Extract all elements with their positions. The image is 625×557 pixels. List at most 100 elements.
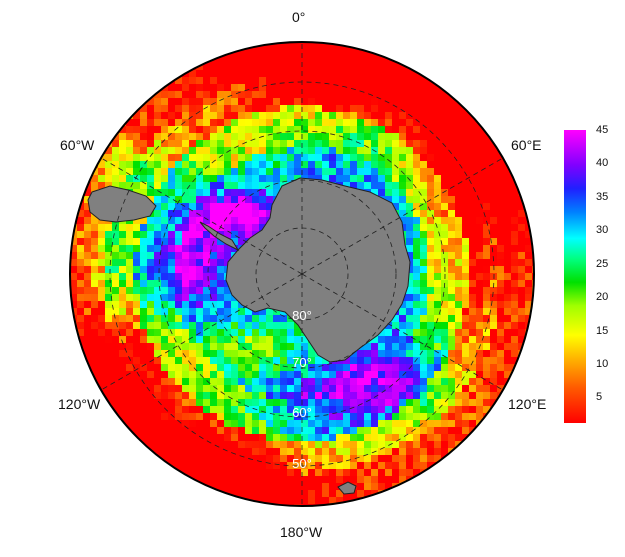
data-cell — [350, 434, 358, 442]
data-cell — [210, 294, 218, 302]
data-cell — [154, 448, 162, 456]
data-cell — [217, 441, 225, 449]
data-cell — [399, 462, 407, 470]
data-cell — [434, 287, 442, 295]
data-cell — [350, 147, 358, 155]
data-cell — [476, 308, 484, 316]
data-cell — [378, 476, 386, 484]
data-cell — [294, 329, 302, 337]
data-cell — [483, 266, 491, 274]
data-cell — [182, 273, 190, 281]
data-cell — [175, 385, 183, 393]
data-cell — [532, 238, 534, 246]
data-cell — [168, 280, 176, 288]
data-cell — [413, 259, 421, 267]
data-cell — [238, 161, 246, 169]
data-cell — [182, 399, 190, 407]
data-cell — [203, 462, 211, 470]
data-cell — [455, 287, 463, 295]
data-cell — [105, 336, 113, 344]
data-cell — [343, 63, 351, 71]
data-cell — [336, 469, 344, 477]
data-cell — [336, 413, 344, 421]
data-cell — [497, 245, 505, 253]
data-cell — [336, 49, 344, 57]
data-cell — [350, 56, 358, 64]
data-cell — [413, 406, 421, 414]
data-cell — [154, 315, 162, 323]
data-cell — [273, 378, 281, 386]
data-cell — [238, 448, 246, 456]
data-cell — [84, 336, 92, 344]
data-cell — [287, 385, 295, 393]
data-cell — [168, 203, 176, 211]
data-cell — [315, 469, 323, 477]
data-cell — [294, 364, 302, 372]
data-cell — [448, 238, 456, 246]
data-cell — [203, 406, 211, 414]
data-cell — [308, 84, 316, 92]
data-cell — [154, 245, 162, 253]
data-cell — [434, 308, 442, 316]
data-cell — [196, 154, 204, 162]
data-cell — [462, 224, 470, 232]
data-cell — [469, 189, 477, 197]
data-cell — [98, 182, 106, 190]
data-cell — [469, 420, 477, 428]
data-cell — [329, 448, 337, 456]
data-cell — [420, 462, 428, 470]
data-cell — [336, 147, 344, 155]
data-cell — [322, 483, 330, 491]
data-cell — [406, 455, 414, 463]
data-cell — [119, 161, 127, 169]
data-cell — [308, 371, 316, 379]
data-cell — [280, 175, 288, 183]
data-cell — [427, 371, 435, 379]
data-cell — [280, 77, 288, 85]
data-cell — [448, 287, 456, 295]
data-cell — [175, 238, 183, 246]
data-cell — [315, 105, 323, 113]
data-cell — [266, 56, 274, 64]
data-cell — [133, 273, 141, 281]
data-cell — [336, 56, 344, 64]
lat-label-80: 80° — [292, 308, 312, 323]
data-cell — [336, 504, 344, 506]
data-cell — [315, 406, 323, 414]
data-cell — [133, 294, 141, 302]
data-cell — [455, 161, 463, 169]
data-cell — [525, 231, 533, 239]
data-cell — [224, 70, 232, 78]
map-boundary — [69, 41, 535, 507]
data-cell — [259, 119, 267, 127]
data-cell — [238, 231, 246, 239]
data-cell — [266, 161, 274, 169]
data-cell — [343, 462, 351, 470]
data-cell — [126, 329, 134, 337]
data-cell — [91, 154, 99, 162]
data-cell — [308, 105, 316, 113]
data-cell — [168, 119, 176, 127]
data-cell — [133, 280, 141, 288]
data-cell — [119, 252, 127, 260]
data-cell — [301, 77, 309, 85]
data-cell — [504, 371, 512, 379]
data-cell — [161, 336, 169, 344]
data-cell — [413, 119, 421, 127]
data-cell — [371, 476, 379, 484]
data-cell — [280, 462, 288, 470]
data-cell — [518, 287, 526, 295]
data-cell — [476, 182, 484, 190]
data-cell — [231, 364, 239, 372]
data-cell — [133, 168, 141, 176]
data-cell — [182, 315, 190, 323]
data-cell — [217, 483, 225, 491]
data-cell — [504, 196, 512, 204]
data-cell — [350, 49, 358, 57]
data-cell — [350, 427, 358, 435]
data-cell — [469, 343, 477, 351]
data-cell — [126, 406, 134, 414]
data-cell — [259, 329, 267, 337]
data-cell — [182, 98, 190, 106]
data-cell — [483, 322, 491, 330]
